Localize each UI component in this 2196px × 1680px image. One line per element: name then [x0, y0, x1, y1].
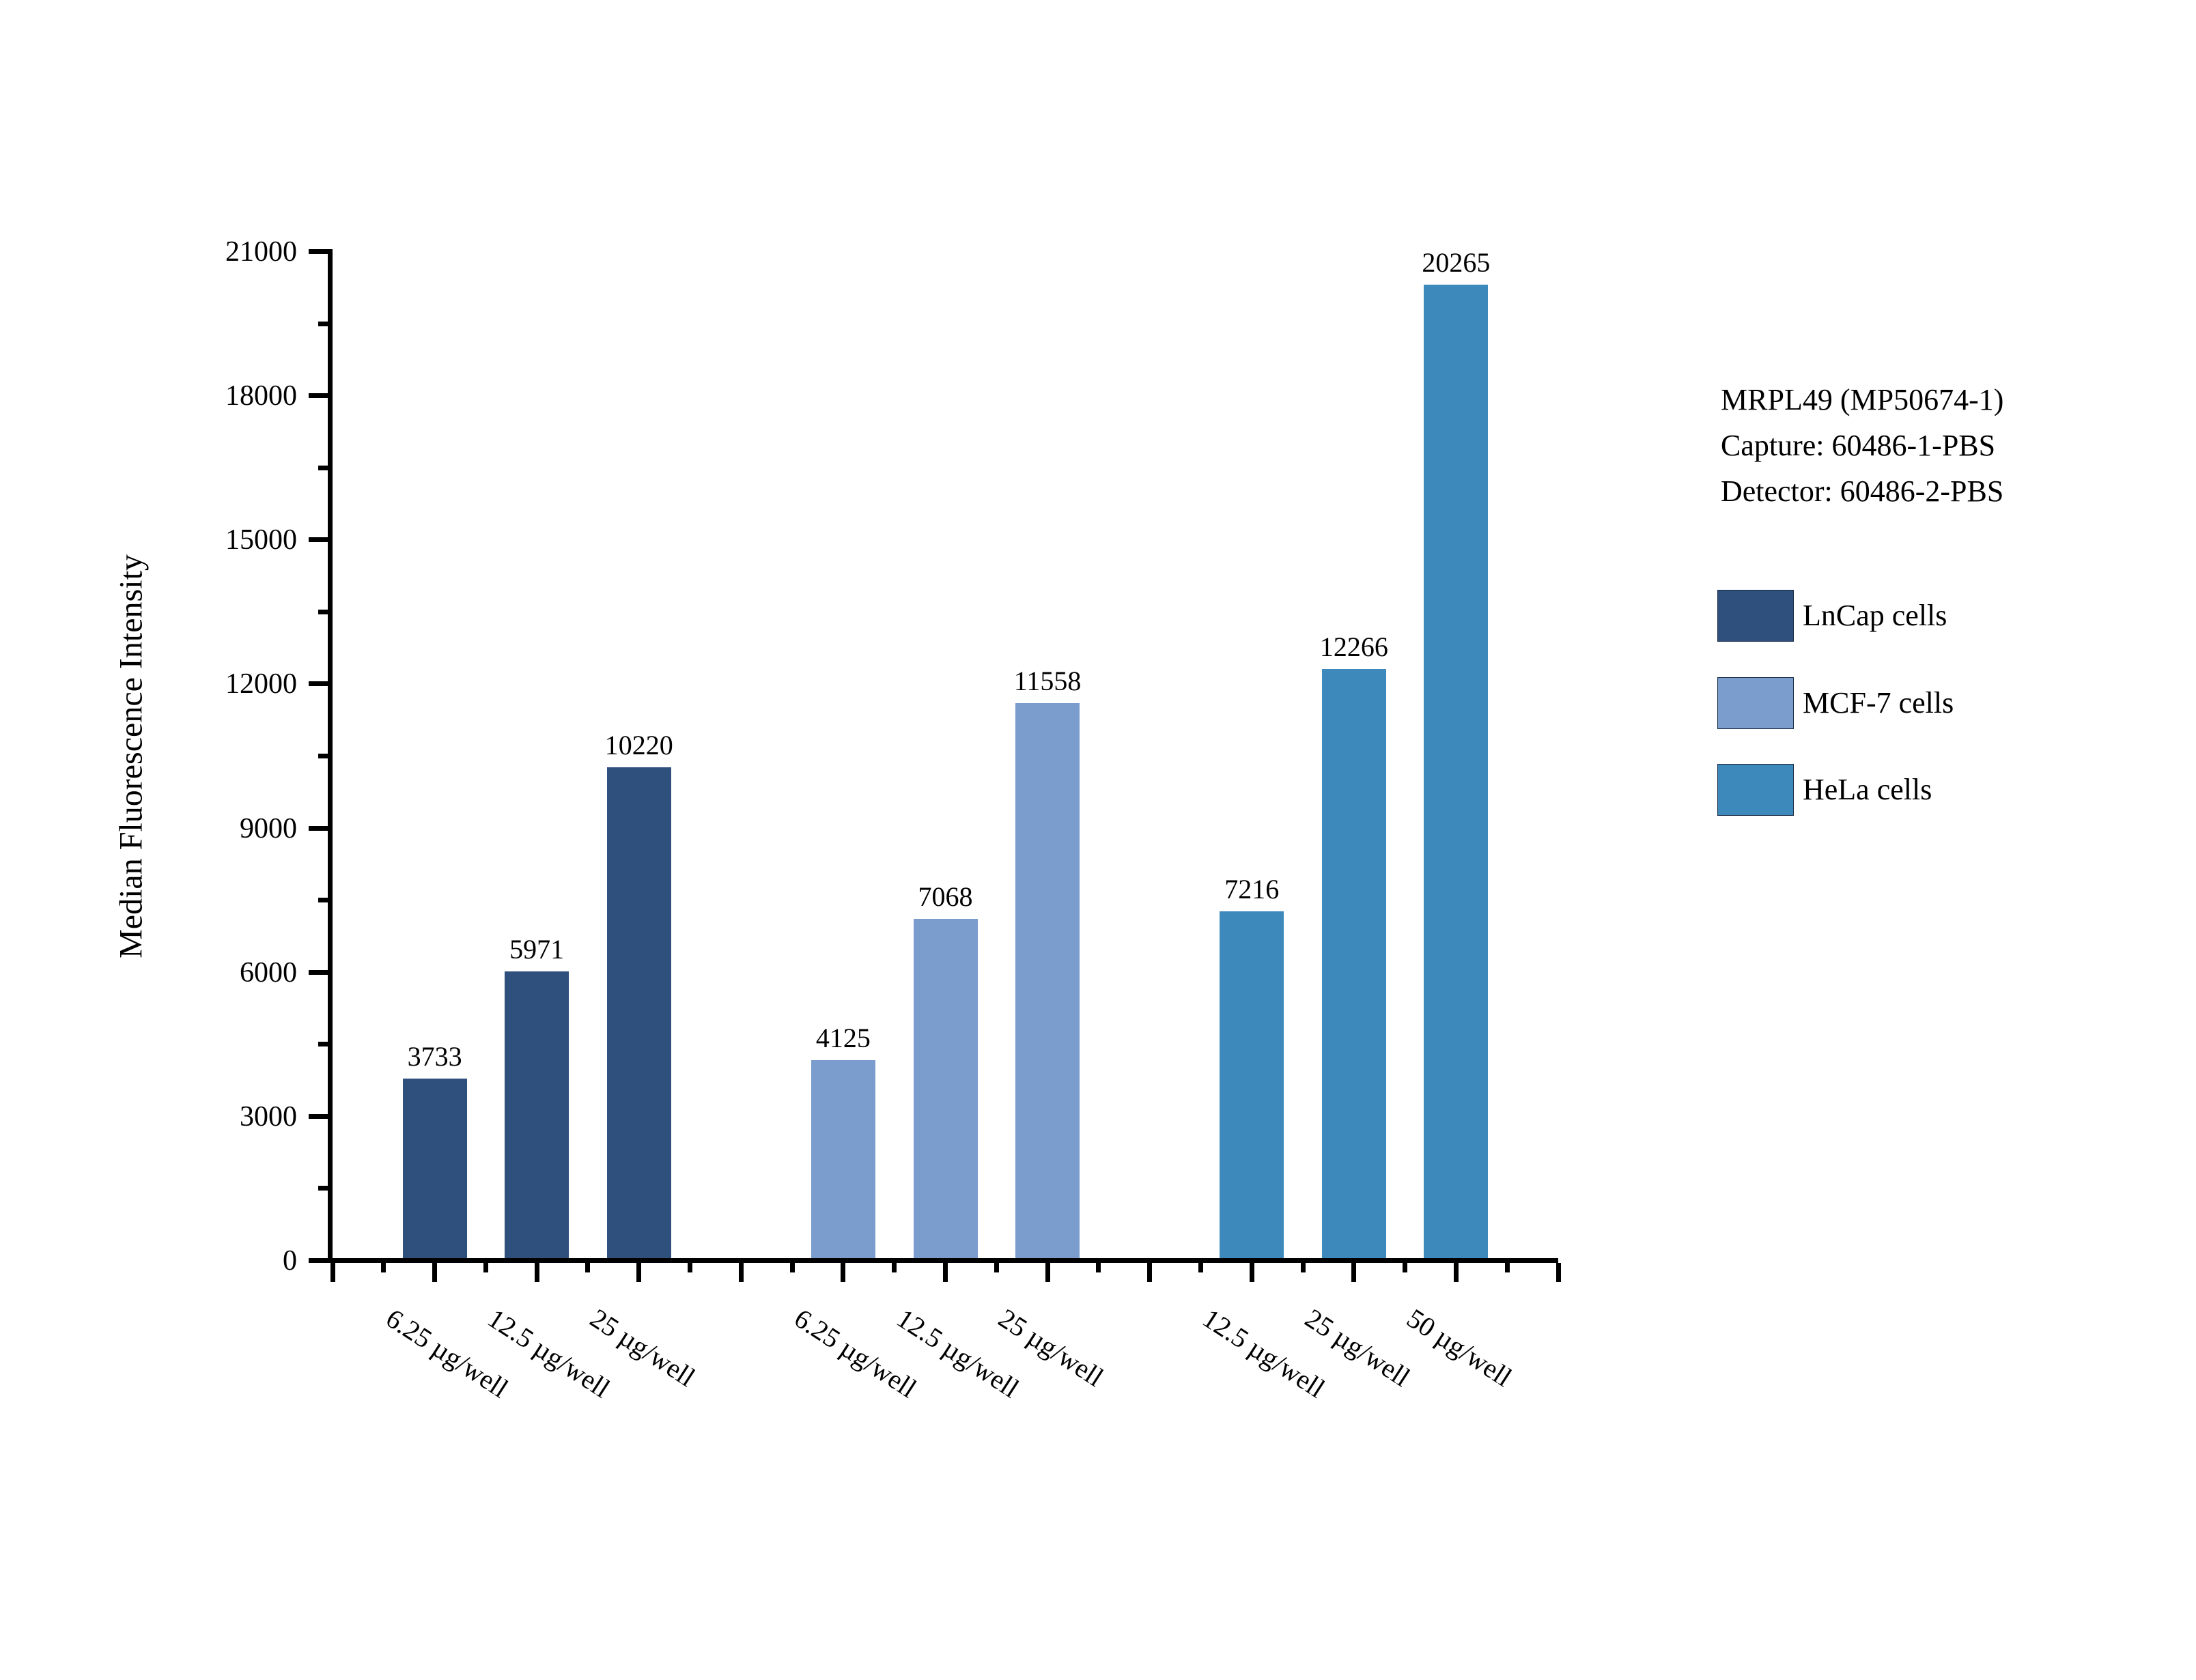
y-tick-label: 12000 [225, 668, 297, 700]
legend-label: MCF-7 cells [1803, 685, 1954, 720]
y-tick-label: 18000 [225, 380, 297, 412]
legend-label: HeLa cells [1803, 773, 1932, 806]
bar-value-label: 11558 [1013, 665, 1082, 696]
y-minor-tick [318, 609, 328, 614]
x-minor-tick [1403, 1263, 1408, 1272]
bar [1015, 702, 1080, 1258]
annotation-block: MRPL49 (MP50674-1) Capture: 60486-1-PBS … [1721, 377, 2003, 514]
legend-swatch [1717, 677, 1794, 729]
x-minor-tick [1198, 1263, 1203, 1272]
y-minor-tick [318, 1042, 328, 1047]
bar-value-label: 3733 [407, 1041, 462, 1072]
x-minor-tick [1300, 1263, 1306, 1272]
y-tick-label: 3000 [240, 1100, 297, 1133]
y-minor-tick [318, 1186, 328, 1191]
y-minor-tick [318, 321, 328, 326]
bar [402, 1079, 467, 1258]
bar [1321, 668, 1386, 1258]
y-tick-label: 21000 [225, 236, 297, 268]
bar [505, 971, 569, 1258]
x-minor-tick [585, 1263, 591, 1272]
bar-value-label: 7216 [1224, 874, 1280, 905]
y-major-tick [309, 969, 328, 975]
y-axis-line [328, 249, 333, 1263]
x-major-tick [1249, 1263, 1254, 1282]
y-minor-tick [318, 898, 328, 903]
legend-swatch [1717, 590, 1794, 642]
x-major-tick [330, 1263, 335, 1282]
x-major-tick [1351, 1263, 1357, 1282]
x-minor-tick [994, 1263, 999, 1272]
x-major-tick [738, 1263, 744, 1282]
bar-value-label: 4125 [815, 1022, 871, 1053]
annotation-line-3: Detector: 60486-2-PBS [1721, 474, 2004, 508]
x-minor-tick [381, 1263, 386, 1272]
x-minor-tick [483, 1263, 488, 1272]
y-tick-label: 15000 [225, 524, 297, 556]
x-major-tick [1453, 1263, 1459, 1282]
x-major-tick [1556, 1263, 1561, 1282]
x-major-tick [841, 1263, 846, 1282]
y-major-tick [309, 825, 328, 831]
y-major-tick [309, 537, 328, 543]
y-minor-tick [318, 754, 328, 758]
x-major-tick [1045, 1263, 1050, 1282]
legend-label: LnCap cells [1803, 599, 1947, 632]
y-tick-label: 0 [283, 1245, 297, 1277]
bar [1424, 284, 1489, 1258]
x-major-tick [534, 1263, 539, 1282]
bar-value-label: 20265 [1422, 246, 1491, 278]
bar-value-label: 10220 [604, 729, 673, 760]
y-tick-label: 6000 [240, 956, 297, 988]
y-major-tick [309, 681, 328, 687]
y-major-tick [309, 393, 328, 399]
annotation-line-1: MRPL49 (MP50674-1) [1721, 383, 2004, 416]
y-major-tick [309, 1113, 328, 1119]
legend-swatch [1717, 764, 1794, 816]
bar [606, 767, 671, 1258]
x-major-tick [1147, 1263, 1153, 1282]
x-major-tick [943, 1263, 948, 1282]
x-minor-tick [892, 1263, 897, 1272]
x-major-tick [432, 1263, 438, 1282]
x-minor-tick [789, 1263, 795, 1272]
x-minor-tick [1504, 1263, 1510, 1272]
x-minor-tick [1096, 1263, 1101, 1272]
x-tick-label: 50 µg/well [1401, 1302, 1518, 1393]
y-major-tick [309, 1258, 328, 1263]
y-axis-title: Median Fluorescence Intensity [113, 554, 150, 958]
bar-value-label: 7068 [918, 881, 973, 912]
y-minor-tick [318, 465, 328, 470]
bar [811, 1059, 875, 1258]
bar [913, 918, 978, 1258]
y-major-tick [309, 249, 328, 254]
x-axis-line [328, 1258, 1558, 1263]
bar [1220, 911, 1284, 1258]
annotation-line-2: Capture: 60486-1-PBS [1721, 429, 1996, 462]
bar-value-label: 12266 [1319, 631, 1388, 662]
bar-value-label: 5971 [509, 933, 565, 965]
y-tick-label: 9000 [240, 812, 297, 844]
x-minor-tick [688, 1263, 693, 1272]
x-major-tick [636, 1263, 642, 1282]
